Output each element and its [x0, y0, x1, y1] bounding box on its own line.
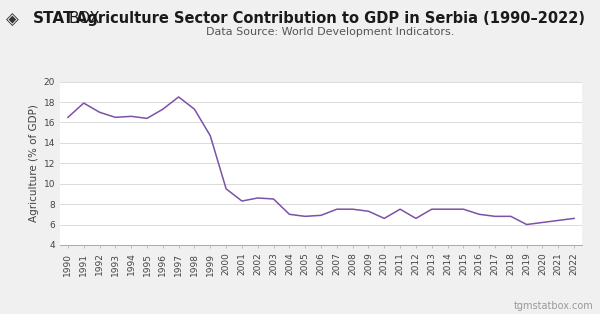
Text: Data Source: World Development Indicators.: Data Source: World Development Indicator…	[206, 27, 454, 37]
Text: ◈: ◈	[6, 11, 19, 29]
Text: STAT: STAT	[33, 11, 74, 26]
Text: Agriculture Sector Contribution to GDP in Serbia (1990–2022): Agriculture Sector Contribution to GDP i…	[76, 11, 584, 26]
Text: BOX: BOX	[69, 11, 101, 26]
Text: tgmstatbox.com: tgmstatbox.com	[514, 301, 594, 311]
Y-axis label: Agriculture (% of GDP): Agriculture (% of GDP)	[29, 104, 40, 222]
